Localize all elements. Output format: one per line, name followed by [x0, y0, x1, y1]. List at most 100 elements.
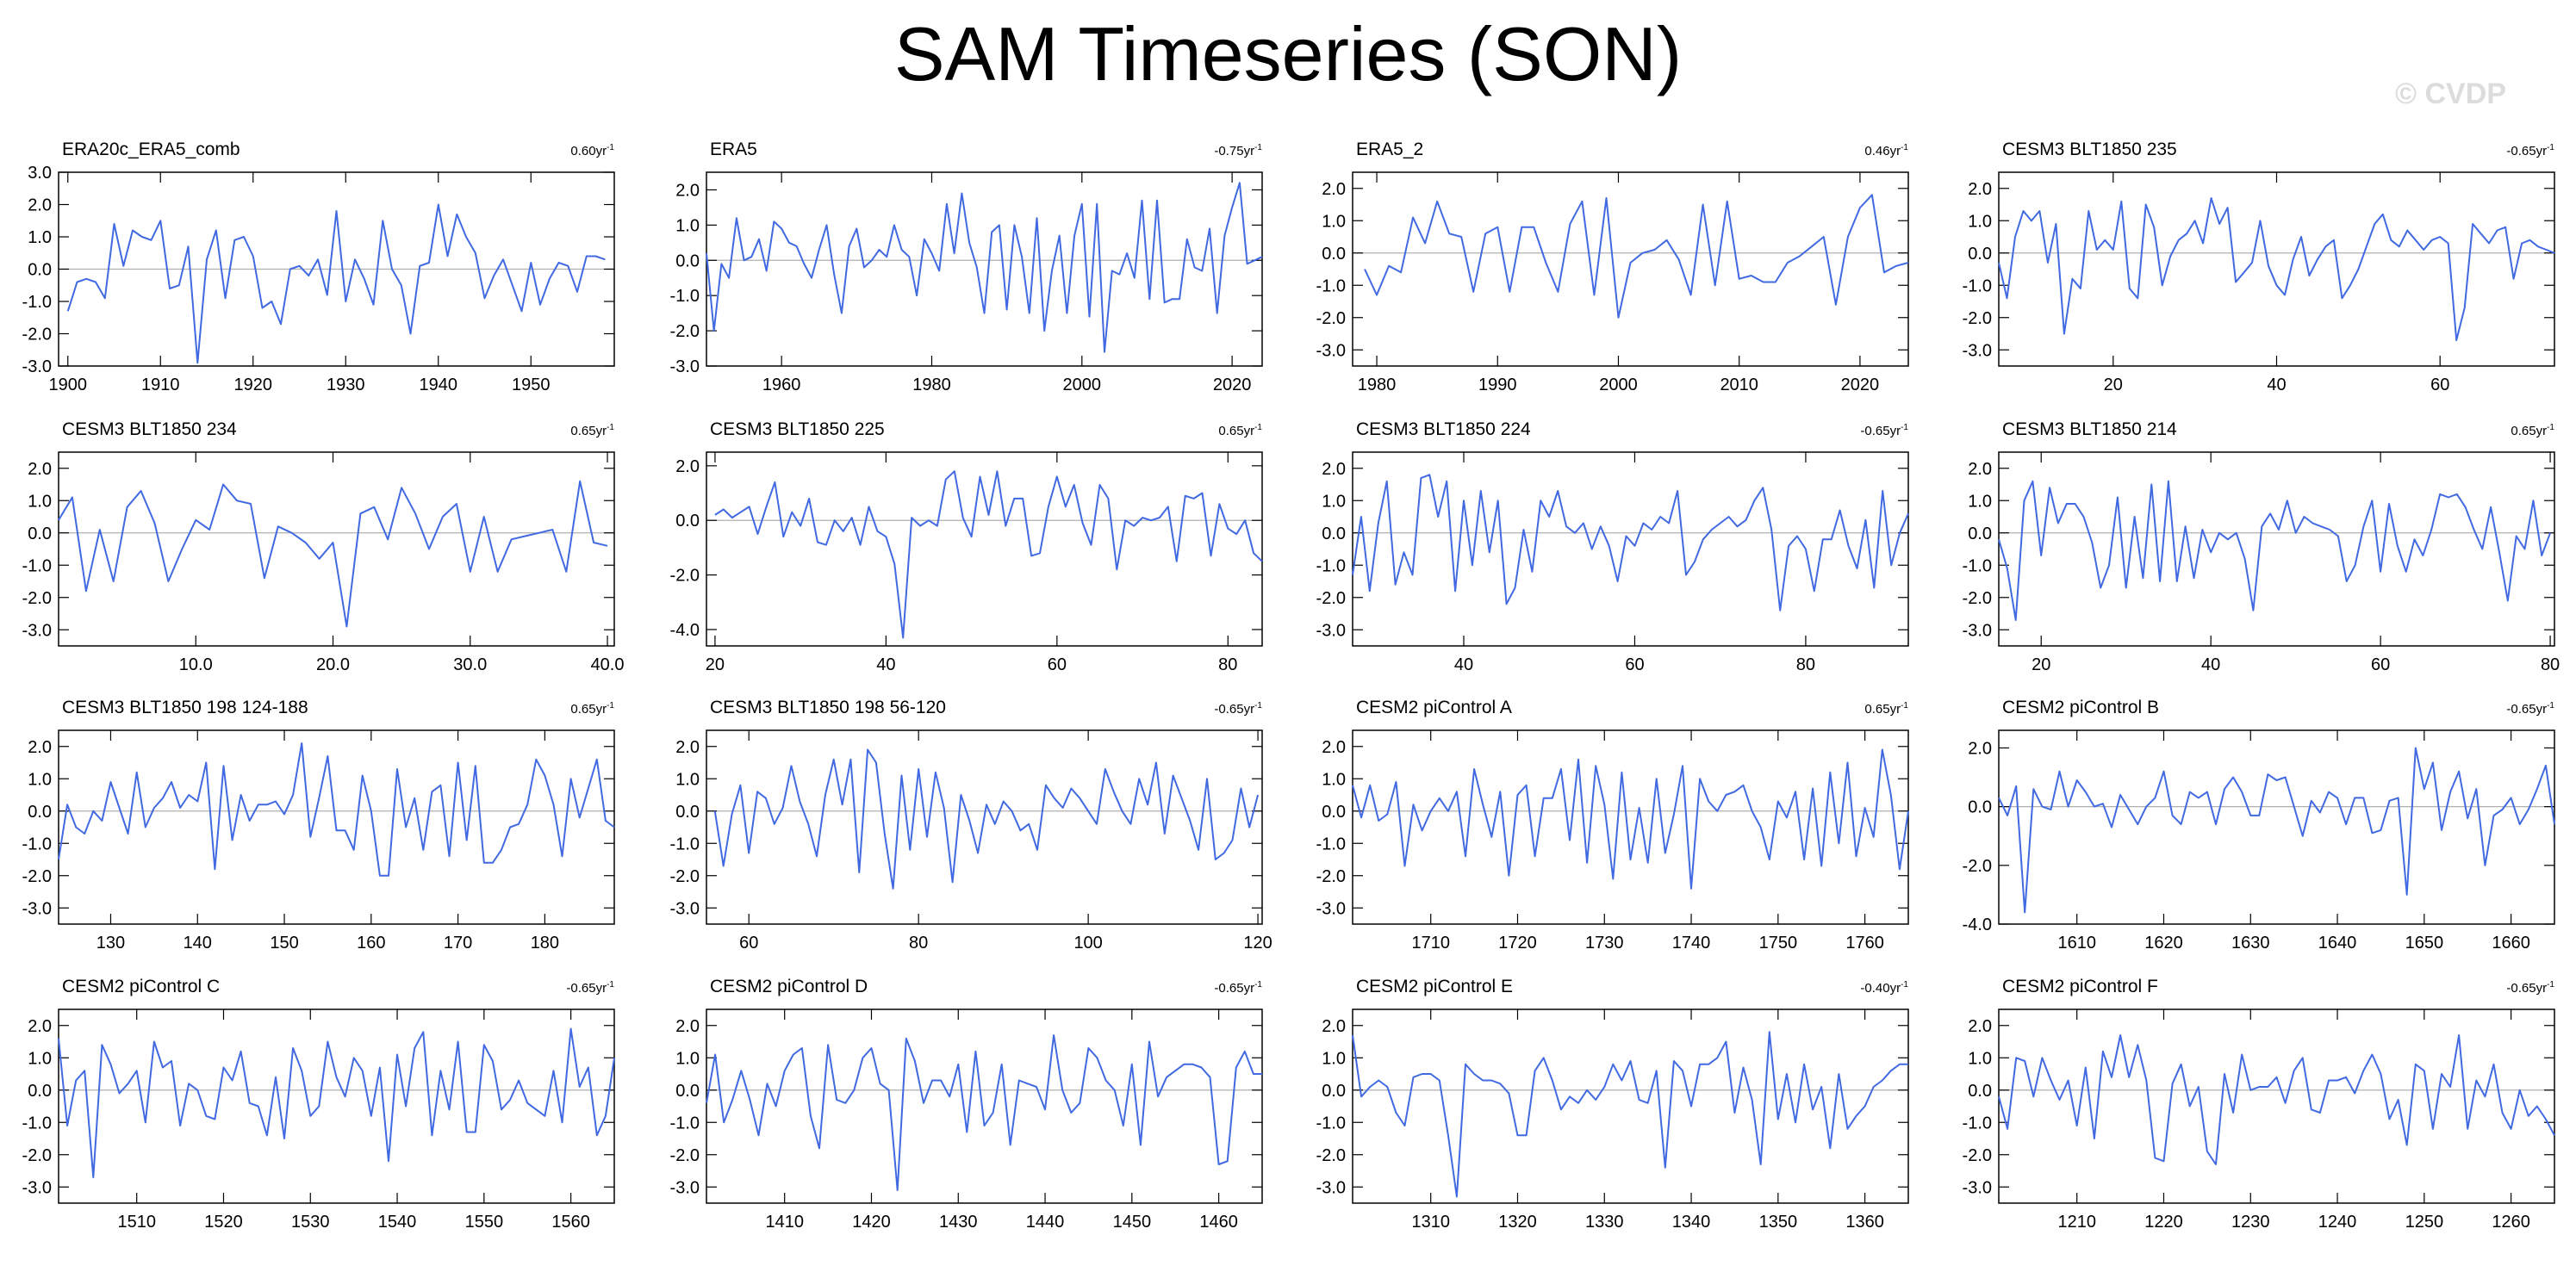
x-tick-label: 2020	[1213, 375, 1252, 394]
y-tick-label: -2.0	[670, 1146, 700, 1165]
y-tick-label: 0.0	[1968, 524, 1992, 543]
trend-unit: yr	[596, 424, 607, 438]
x-tick-label: 160	[357, 934, 385, 953]
trend-label: 0.46yr-1	[1864, 143, 1908, 158]
series-line	[706, 1034, 1262, 1191]
x-tick-label: 20.0	[316, 655, 350, 674]
y-tick-label: -1.0	[22, 835, 52, 853]
y-tick-label: -3.0	[22, 621, 52, 640]
trend-exponent: -1	[1901, 143, 1908, 152]
y-tick-label: 1.0	[1322, 212, 1346, 231]
x-tick-label: 1960	[762, 375, 801, 394]
x-tick-label: 1360	[1845, 1213, 1884, 1232]
y-tick-label: 1.0	[28, 492, 52, 511]
trend-label: -0.65yr-1	[2506, 980, 2554, 996]
series-line	[1352, 1031, 1908, 1198]
x-tick-label: 1940	[420, 375, 458, 394]
x-tick-label: 1310	[1411, 1213, 1450, 1232]
series-line	[714, 470, 1263, 639]
trend-unit: yr	[1890, 424, 1901, 438]
x-tick-label: 60	[2371, 655, 2390, 674]
chart-panel: CESM3 BLT1850 234 0.65yr-1 -3.0 -2.0 -1.0 0.0…	[22, 419, 625, 674]
x-tick-label: 1460	[1199, 1213, 1238, 1232]
y-tick-label: -2.0	[1963, 857, 1992, 876]
x-tick-label: 1350	[1759, 1213, 1798, 1232]
y-tick-label: 0.0	[1968, 798, 1992, 817]
y-tick-label: -2.0	[1316, 309, 1346, 328]
y-tick-label: -3.0	[1316, 621, 1346, 640]
x-tick-label: 1440	[1026, 1213, 1065, 1232]
x-tick-label: 150	[270, 934, 298, 953]
x-tick-label: 1750	[1759, 934, 1798, 953]
panel-title: CESM2 piControl E	[1356, 977, 1513, 996]
x-tick-label: 1540	[378, 1213, 417, 1232]
panel-title: CESM3 BLT1850 214	[2002, 419, 2177, 439]
x-tick-label: 1720	[1498, 934, 1537, 953]
y-tick-label: 3.0	[28, 164, 52, 183]
y-tick-label: -2.0	[22, 326, 52, 344]
x-tick-label: 80	[1796, 655, 1815, 674]
series-line	[1352, 748, 1909, 890]
trend-exponent: -1	[1254, 980, 1262, 990]
panel-title: CESM3 BLT1850 198 124-188	[62, 698, 308, 717]
y-tick-label: 2.0	[28, 738, 52, 757]
y-tick-label: -2.0	[670, 567, 700, 586]
y-tick-label: 0.0	[675, 803, 700, 822]
trend-label: 0.65yr-1	[570, 701, 614, 717]
trend-unit: yr	[2536, 424, 2548, 438]
x-tick-label: 10.0	[179, 655, 213, 674]
y-tick-label: -1.0	[22, 293, 52, 312]
x-tick-label: 80	[2541, 655, 2560, 674]
y-tick-label: -1.0	[1316, 276, 1346, 295]
x-tick-label: 1630	[2231, 934, 2270, 953]
x-tick-label: 40.0	[591, 655, 625, 674]
y-tick-label: 2.0	[1968, 180, 1992, 199]
trend-label: 0.65yr-1	[570, 423, 614, 438]
y-tick-label: -1.0	[1963, 556, 1992, 575]
x-tick-label: 1620	[2144, 934, 2183, 953]
y-tick-label: 1.0	[675, 1049, 700, 1068]
plot-frame	[1352, 1008, 1909, 1204]
series-line	[1998, 1034, 2555, 1165]
y-tick-label: 2.0	[1322, 460, 1346, 479]
series-line	[1352, 474, 1909, 611]
x-tick-label: 100	[1073, 934, 1102, 953]
y-tick-label: 1.0	[1322, 492, 1346, 511]
y-tick-label: 0.0	[675, 1082, 700, 1101]
chart-panel: ERA5_2 0.46yr-1 -3.0 -2.0 -1.0 0.0 1.0 2.0 1980 1…	[1316, 140, 1909, 394]
series-line	[706, 182, 1263, 353]
x-tick-label: 1220	[2144, 1213, 2183, 1232]
panel-title: CESM2 piControl C	[62, 977, 220, 996]
y-tick-label: -3.0	[1316, 1178, 1346, 1197]
y-tick-label: 0.0	[28, 524, 52, 543]
y-tick-label: 0.0	[28, 803, 52, 822]
x-tick-label: 1410	[765, 1213, 804, 1232]
y-tick-label: 2.0	[675, 1017, 700, 1036]
y-tick-label: -2.0	[1316, 589, 1346, 608]
plot-frame	[1998, 1008, 2555, 1204]
panel-title: CESM2 piControl B	[2002, 698, 2159, 717]
x-tick-label: 1420	[852, 1213, 891, 1232]
x-tick-label: 60	[2430, 375, 2449, 394]
y-tick-label: -1.0	[1963, 276, 1992, 295]
panel-title: CESM2 piControl F	[2002, 977, 2158, 996]
y-tick-label: -4.0	[1963, 915, 1992, 934]
chart-panel: CESM2 piControl F -0.65yr-1 -3.0 -2.0 -1.0 0.…	[1963, 977, 2555, 1232]
plot-frame	[706, 729, 1263, 925]
x-tick-label: 1320	[1498, 1213, 1537, 1232]
x-tick-label: 1210	[2057, 1213, 2096, 1232]
trend-exponent: -1	[607, 701, 614, 711]
trend-exponent: -1	[607, 423, 614, 432]
plot-frame	[58, 451, 615, 647]
x-tick-label: 1710	[1411, 934, 1450, 953]
y-tick-label: -3.0	[670, 899, 700, 918]
y-tick-label: 2.0	[28, 1017, 52, 1036]
y-tick-label: 1.0	[1968, 492, 1992, 511]
y-tick-label: 0.0	[28, 1082, 52, 1101]
x-tick-label: 1730	[1585, 934, 1624, 953]
x-tick-label: 40	[2201, 655, 2220, 674]
x-tick-label: 1980	[912, 375, 951, 394]
plot-frame	[58, 1008, 615, 1204]
trend-label: -0.65yr-1	[566, 980, 614, 996]
